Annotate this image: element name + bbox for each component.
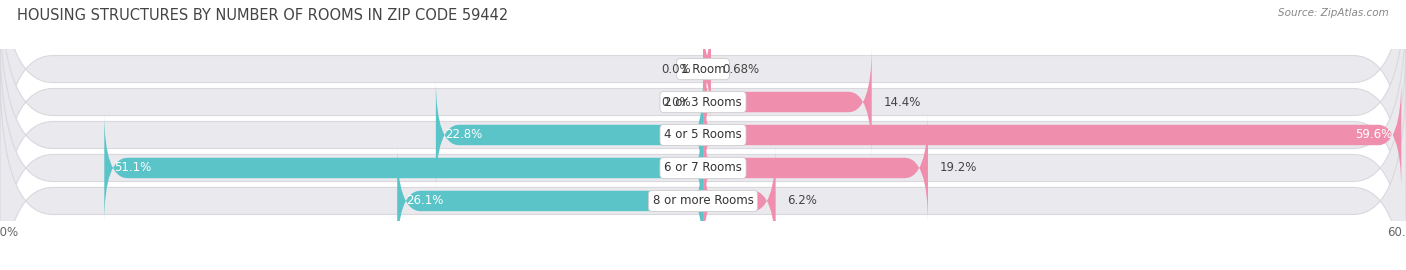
FancyBboxPatch shape [688,13,727,125]
Text: 0.0%: 0.0% [662,96,692,109]
Text: 4 or 5 Rooms: 4 or 5 Rooms [664,129,742,141]
Text: 0.0%: 0.0% [662,63,692,76]
FancyBboxPatch shape [0,33,1406,270]
FancyBboxPatch shape [0,66,1406,270]
Text: 26.1%: 26.1% [406,194,444,207]
Text: 51.1%: 51.1% [114,161,150,174]
Text: 19.2%: 19.2% [939,161,977,174]
Text: 14.4%: 14.4% [883,96,921,109]
Text: 1 Room: 1 Room [681,63,725,76]
FancyBboxPatch shape [398,145,703,257]
Text: Source: ZipAtlas.com: Source: ZipAtlas.com [1278,8,1389,18]
FancyBboxPatch shape [703,112,928,224]
Text: 6.2%: 6.2% [787,194,817,207]
Text: 6 or 7 Rooms: 6 or 7 Rooms [664,161,742,174]
FancyBboxPatch shape [436,79,703,191]
Text: 2 or 3 Rooms: 2 or 3 Rooms [664,96,742,109]
Text: 8 or more Rooms: 8 or more Rooms [652,194,754,207]
FancyBboxPatch shape [703,79,1402,191]
Text: 22.8%: 22.8% [446,129,482,141]
FancyBboxPatch shape [104,112,703,224]
FancyBboxPatch shape [0,0,1406,204]
FancyBboxPatch shape [703,145,776,257]
Text: HOUSING STRUCTURES BY NUMBER OF ROOMS IN ZIP CODE 59442: HOUSING STRUCTURES BY NUMBER OF ROOMS IN… [17,8,508,23]
FancyBboxPatch shape [703,46,872,158]
FancyBboxPatch shape [0,0,1406,237]
Text: 59.6%: 59.6% [1355,129,1392,141]
Text: 0.68%: 0.68% [723,63,759,76]
